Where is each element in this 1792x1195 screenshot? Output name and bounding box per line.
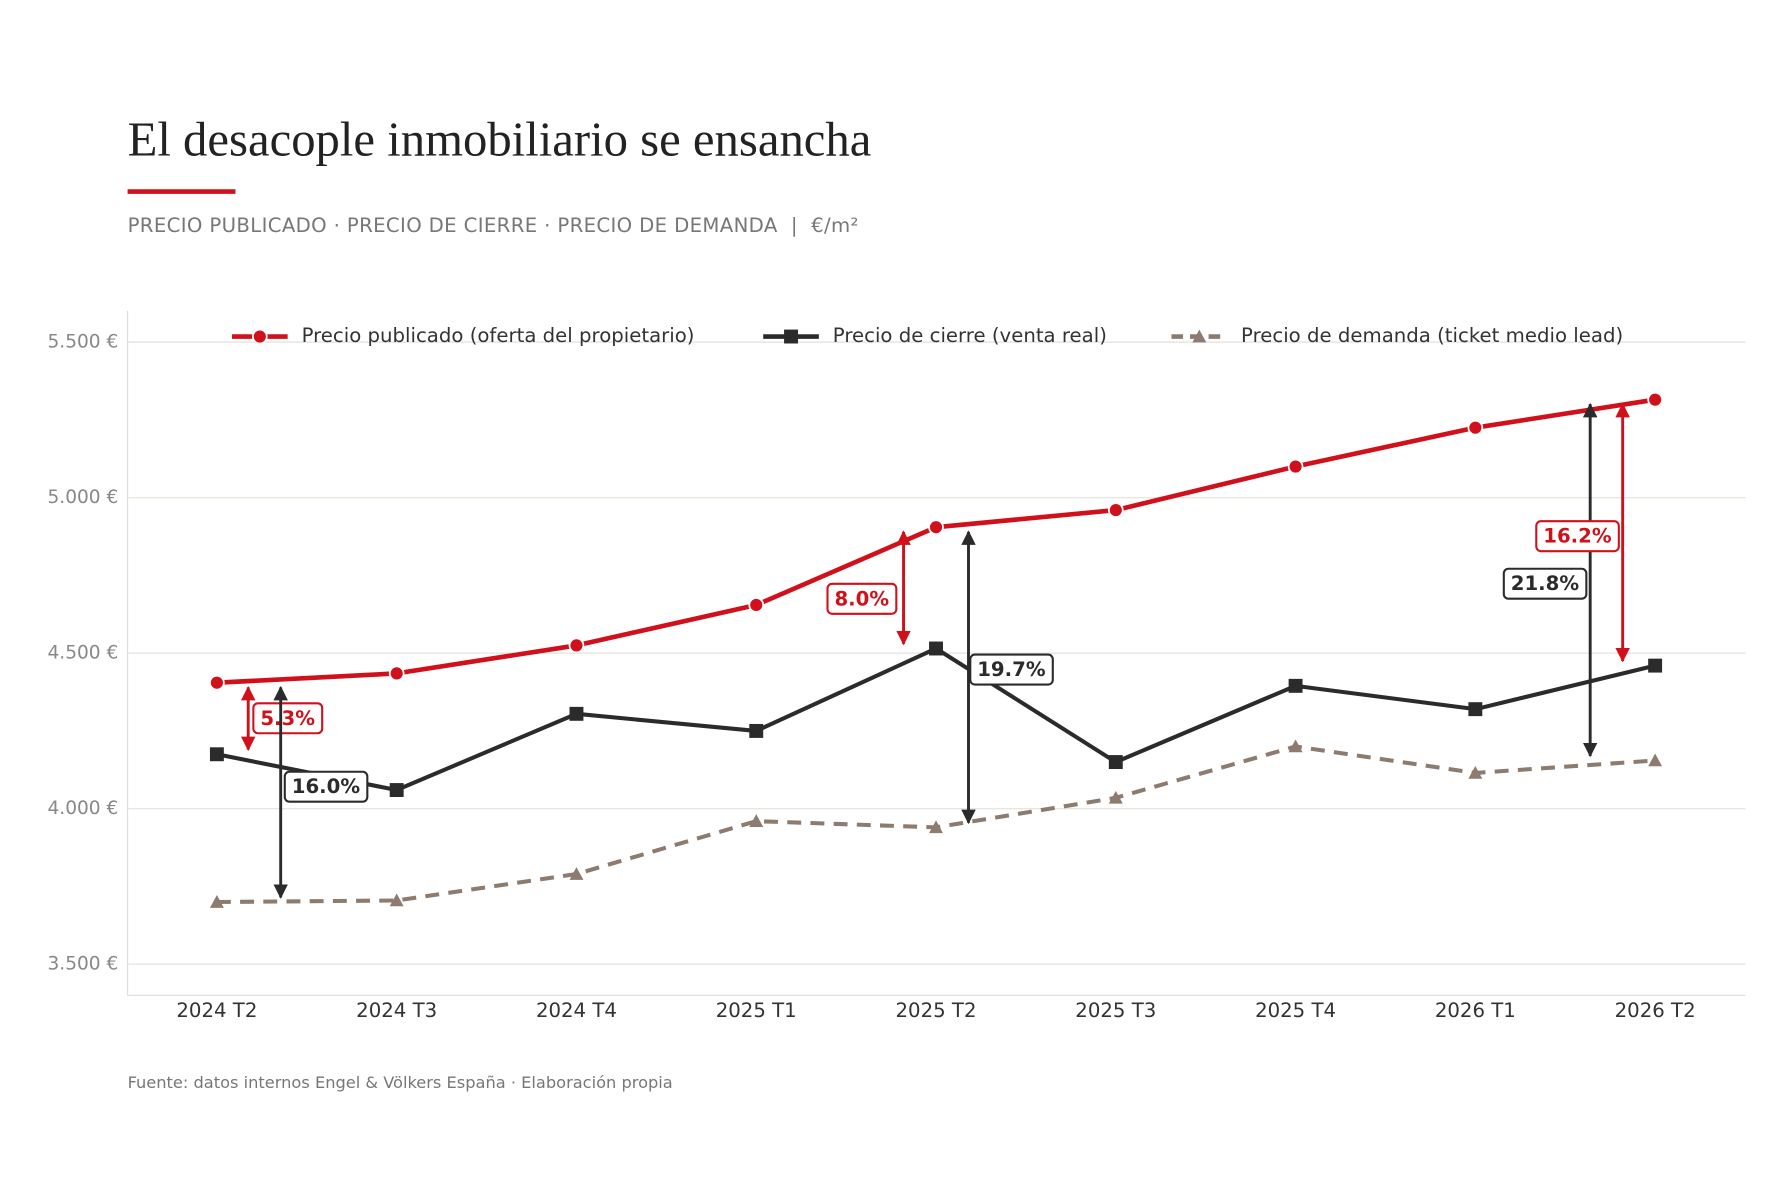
series xyxy=(209,391,1663,691)
annotation-label: 5.3% xyxy=(260,707,315,730)
y-tick-label: 5.500 € xyxy=(48,332,119,353)
x-tick-label: 2026 T2 xyxy=(1615,999,1696,1022)
x-tick-label: 2026 T1 xyxy=(1435,999,1516,1022)
legend-marker xyxy=(251,328,268,345)
point xyxy=(569,867,584,880)
point xyxy=(389,893,404,907)
x-tick-label: 2025 T1 xyxy=(716,999,797,1022)
point xyxy=(1468,702,1483,717)
point xyxy=(1287,458,1304,475)
legend-item: Precio publicado (oferta del propietario… xyxy=(231,324,695,347)
point xyxy=(389,783,404,797)
annotation-label: 8.0% xyxy=(834,587,889,610)
annotation-label: 19.7% xyxy=(977,658,1046,681)
point xyxy=(1647,391,1663,408)
point xyxy=(1108,790,1123,804)
annotation: 8.0% xyxy=(826,530,911,646)
legend-item: Precio de demanda (ticket medio lead) xyxy=(1171,324,1623,347)
annotation-box xyxy=(1535,520,1620,553)
subtitle: PRECIO PUBLICADO · PRECIO DE CIERRE · PR… xyxy=(128,214,859,237)
point xyxy=(388,665,405,682)
point xyxy=(1467,419,1484,436)
point xyxy=(748,597,765,613)
x-tick-label: 2024 T4 xyxy=(536,999,617,1022)
series-line xyxy=(216,397,1656,686)
annotation-label: 16.0% xyxy=(292,775,361,798)
y-tick-label: 4.500 € xyxy=(48,643,119,664)
x-tick-label: 2025 T2 xyxy=(896,999,977,1022)
legend-marker xyxy=(784,329,798,344)
point xyxy=(929,820,943,834)
point xyxy=(749,723,764,738)
y-tick-label: 4.000 € xyxy=(48,798,119,819)
annotation-box xyxy=(283,770,369,803)
point xyxy=(568,637,585,654)
x-tick-label: 2024 T2 xyxy=(176,999,257,1022)
legend-label: Precio publicado (oferta del propietario… xyxy=(302,324,695,347)
point xyxy=(928,519,944,536)
series xyxy=(209,641,1663,797)
annotation-label: 16.2% xyxy=(1543,525,1612,548)
point xyxy=(1107,502,1124,518)
annotation: 21.8% xyxy=(1502,402,1598,758)
point xyxy=(1288,739,1303,753)
x-tick-label: 2025 T4 xyxy=(1255,999,1336,1022)
series xyxy=(209,739,1663,908)
point xyxy=(209,747,224,762)
y-tick-label: 3.500 € xyxy=(48,954,119,975)
legend-item: Precio de cierre (venta real) xyxy=(763,324,1107,347)
point xyxy=(209,674,225,691)
y-tick-label: 5.000 € xyxy=(48,487,119,508)
point xyxy=(569,706,584,721)
chart-title: El desacople inmobiliario se ensancha xyxy=(128,113,872,167)
legend-marker xyxy=(1192,329,1207,343)
legend-label: Precio de demanda (ticket medio lead) xyxy=(1241,324,1623,347)
source: Fuente: datos internos Engel & Völkers E… xyxy=(128,1073,673,1092)
annotation-box xyxy=(969,653,1054,686)
point xyxy=(1288,678,1303,693)
x-tick-label: 2024 T3 xyxy=(356,999,437,1022)
point xyxy=(749,814,764,827)
point xyxy=(1648,753,1663,767)
legend-label: Precio de cierre (venta real) xyxy=(833,324,1107,347)
annotation: 16.0% xyxy=(273,685,369,899)
point xyxy=(1108,755,1123,770)
point xyxy=(1648,658,1663,673)
annotation-label: 21.8% xyxy=(1511,572,1580,595)
annotation: 5.3% xyxy=(240,685,324,752)
annotation-box xyxy=(826,582,898,615)
point xyxy=(209,895,224,908)
point xyxy=(1468,765,1483,779)
annotation: 16.2% xyxy=(1535,402,1630,663)
point xyxy=(929,641,943,656)
annotation-box xyxy=(1502,567,1588,600)
x-tick-label: 2025 T3 xyxy=(1075,999,1156,1022)
annotation: 19.7% xyxy=(961,530,1054,825)
